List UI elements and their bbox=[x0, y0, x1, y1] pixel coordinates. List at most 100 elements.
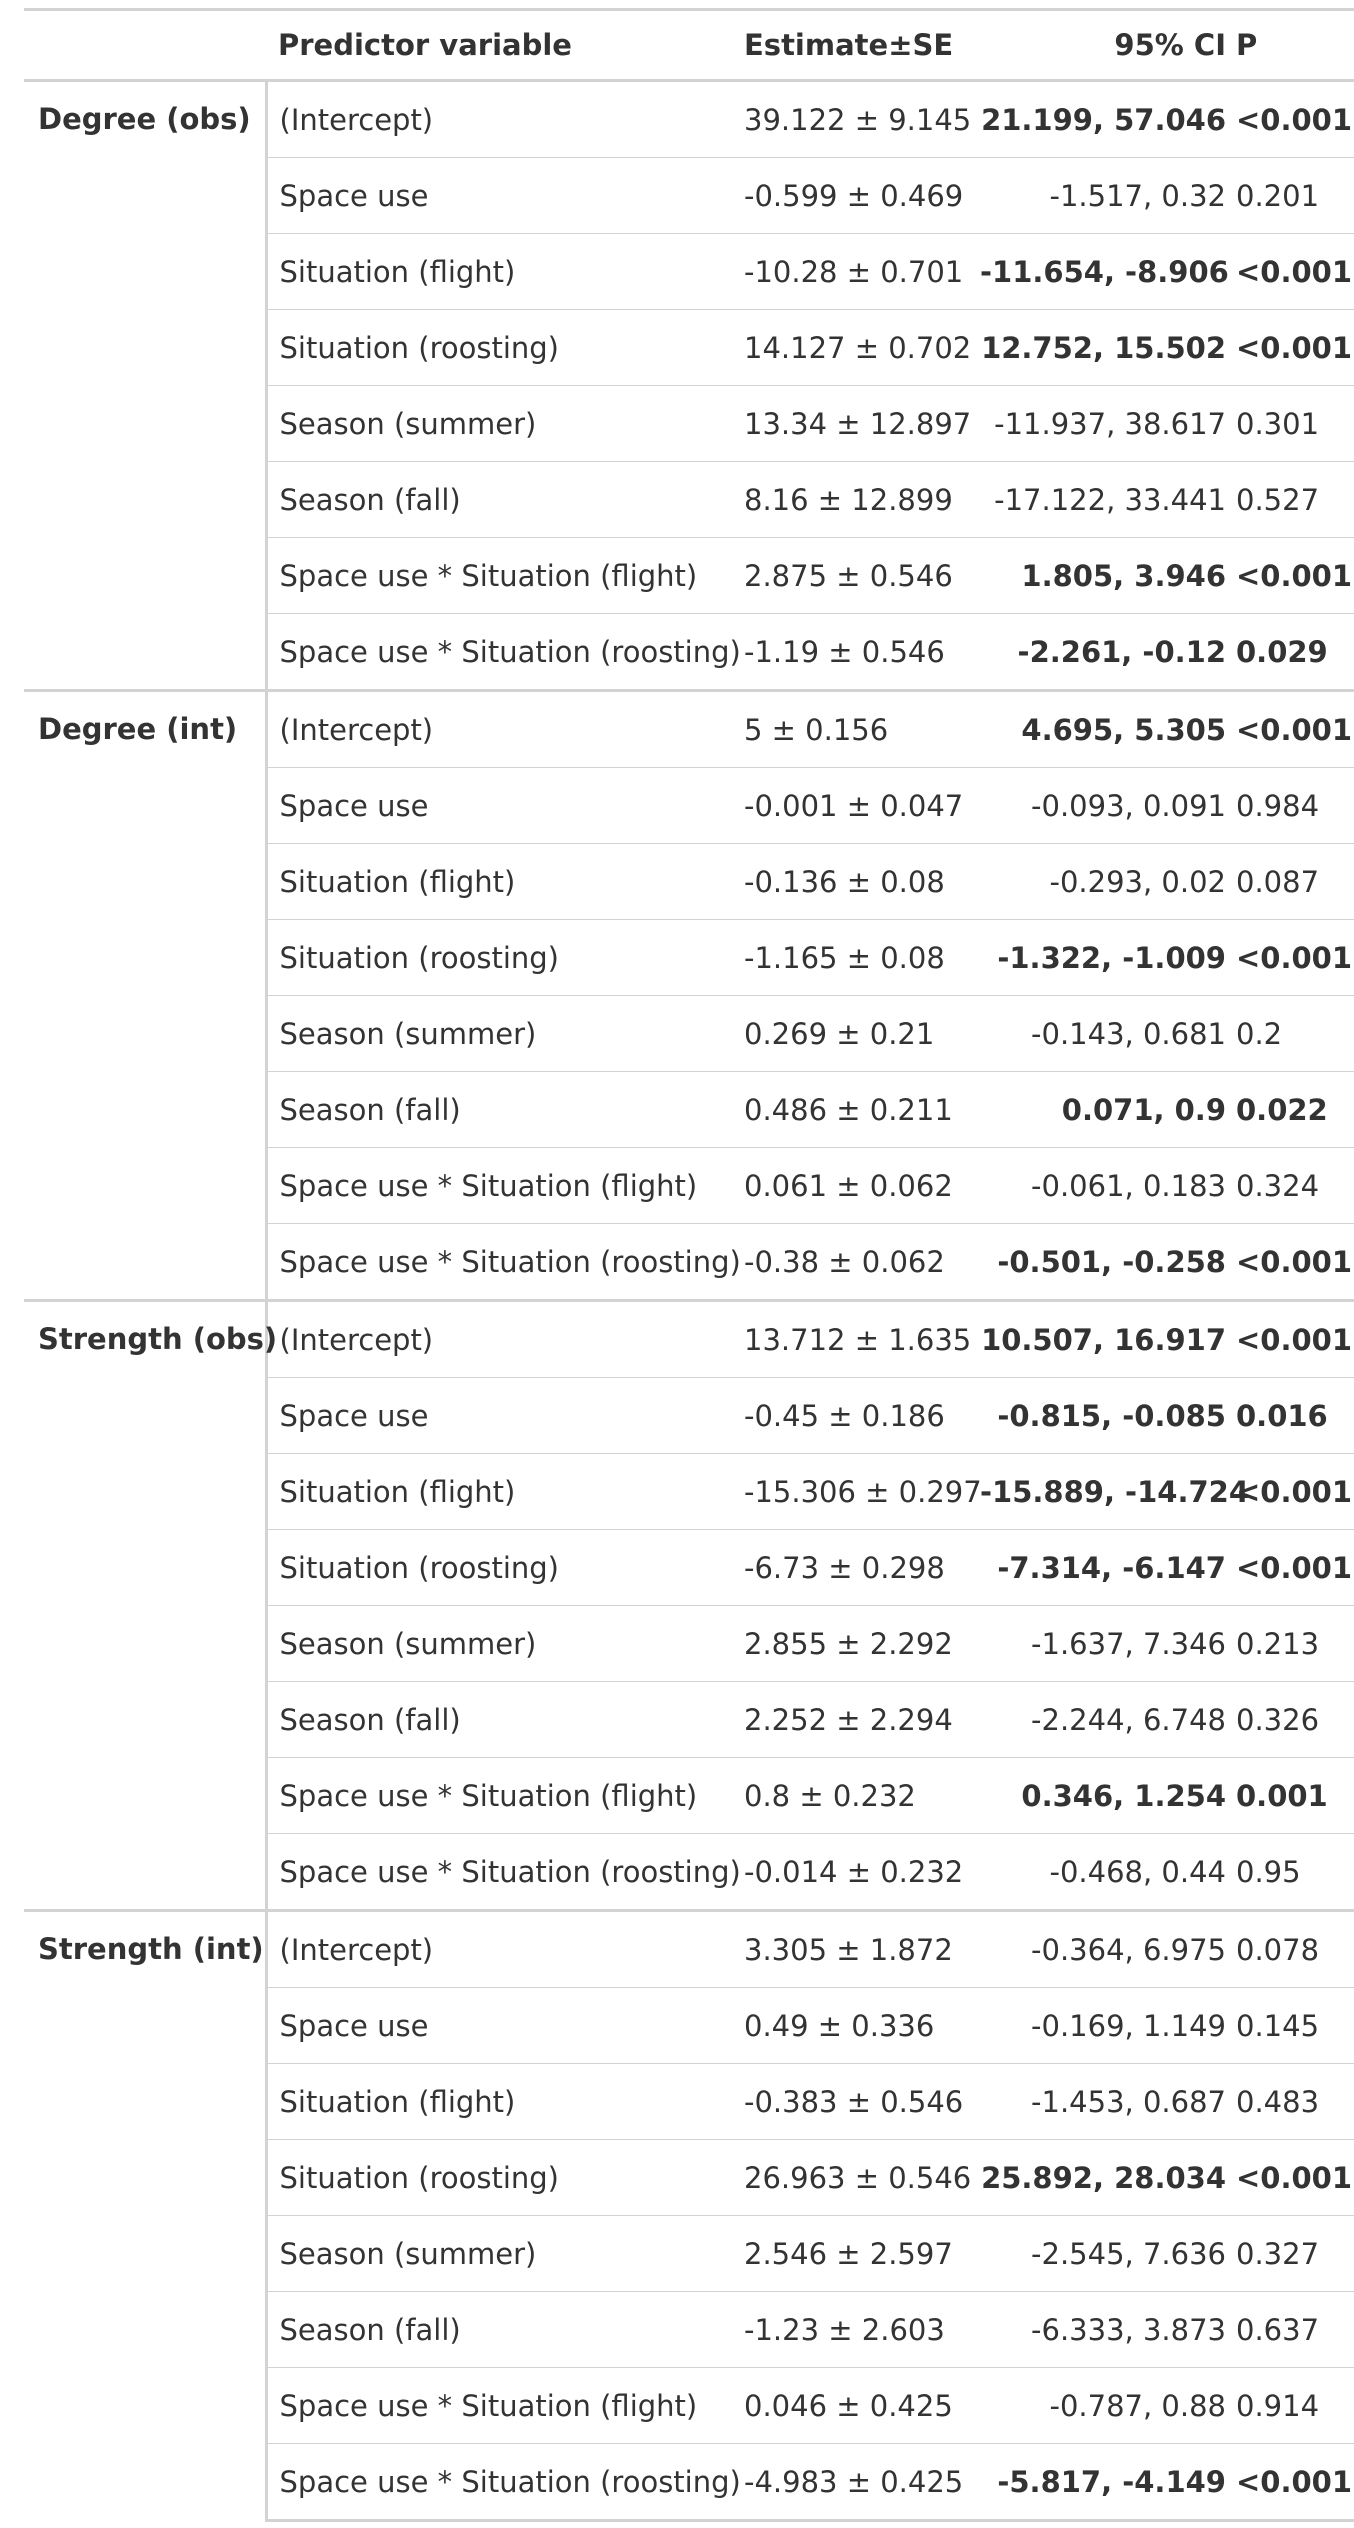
p-value-cell: 0.087 bbox=[1232, 843, 1354, 920]
table-row: Situation (flight) -10.28 ± 0.701 -11.654,… bbox=[24, 233, 1354, 310]
predictor-cell: Situation (roosting) bbox=[266, 309, 732, 386]
header-estimate-se: Estimate±SE bbox=[744, 28, 954, 62]
table-row: Situation (flight) -0.383 ± 0.546 -1.453, … bbox=[24, 2063, 1354, 2140]
p-value-cell: <0.001 bbox=[1232, 309, 1354, 386]
header-group bbox=[24, 10, 266, 81]
ci-cell: -11.937, 38.617 bbox=[968, 385, 1232, 462]
p-value-cell: 0.637 bbox=[1232, 2291, 1354, 2368]
table-row: Situation (roosting) 14.127 ± 0.702 12.752… bbox=[24, 309, 1354, 386]
p-value-cell: 0.016 bbox=[1232, 1377, 1354, 1454]
p-value-cell: 0.95 bbox=[1232, 1833, 1354, 1911]
table-row: Season (fall) 0.486 ± 0.211 0.071, 0.9 0.02… bbox=[24, 1071, 1354, 1148]
table-row: Space use * Situation (roosting) -0.014 ±… bbox=[24, 1833, 1354, 1911]
ci-cell: 12.752, 15.502 bbox=[968, 309, 1232, 386]
predictor-cell: Season (fall) bbox=[266, 1071, 732, 1148]
predictor-cell: (Intercept) bbox=[266, 1299, 732, 1378]
p-value-cell: <0.001 bbox=[1232, 537, 1354, 614]
table-row: Space use * Situation (roosting) -1.19 ± … bbox=[24, 613, 1354, 691]
ci-cell: -0.815, -0.085 bbox=[968, 1377, 1232, 1454]
predictor-cell: Situation (roosting) bbox=[266, 1529, 732, 1606]
estimate-cell: 13.34 ± 12.897 bbox=[732, 385, 971, 462]
ci-cell: -1.517, 0.32 bbox=[968, 157, 1232, 234]
table-row: Strength (obs) (Intercept) 13.712 ± 1.635 1… bbox=[24, 1299, 1354, 1911]
estimate-cell: 3.305 ± 1.872 bbox=[732, 1909, 968, 1988]
estimate-cell: -0.014 ± 0.232 bbox=[732, 1833, 968, 1911]
p-value-cell: 0.078 bbox=[1232, 1909, 1354, 1988]
ci-cell: 0.346, 1.254 bbox=[968, 1757, 1232, 1834]
table-row: Space use -0.599 ± 0.469 -1.517, 0.32 0.201 bbox=[24, 157, 1354, 234]
estimate-cell: -1.165 ± 0.08 bbox=[732, 919, 968, 996]
predictor-cell: Season (summer) bbox=[266, 995, 732, 1072]
p-value-cell: <0.001 bbox=[1232, 1299, 1354, 1378]
estimate-cell: -0.383 ± 0.546 bbox=[732, 2063, 968, 2140]
table-row: Space use -0.45 ± 0.186 -0.815, -0.085 0.01… bbox=[24, 1377, 1354, 1454]
predictor-cell: Space use * Situation (flight) bbox=[266, 1147, 732, 1224]
ci-cell: 1.805, 3.946 bbox=[968, 537, 1232, 614]
ci-cell: -0.143, 0.681 bbox=[968, 995, 1232, 1072]
predictor-cell: Space use * Situation (roosting) bbox=[266, 1223, 741, 1301]
header-p-value: P bbox=[1236, 28, 1258, 62]
group-label: Degree (int) bbox=[24, 689, 268, 1301]
table-header: Predictor variable Estimate±SE 95% CI P bbox=[24, 9, 1354, 81]
predictor-cell: Situation (flight) bbox=[266, 2063, 732, 2140]
estimate-cell: -0.38 ± 0.062 bbox=[732, 1223, 968, 1301]
table-body: Degree (obs) (Intercept) 39.122 ± 9.145 21.… bbox=[24, 80, 1354, 2522]
p-value-cell: 0.201 bbox=[1232, 157, 1354, 234]
predictor-cell: Space use * Situation (flight) bbox=[266, 537, 732, 614]
estimate-cell: -15.306 ± 0.297 bbox=[732, 1453, 982, 1530]
ci-cell: -0.169, 1.149 bbox=[968, 1987, 1232, 2064]
predictor-cell: Space use * Situation (roosting) bbox=[266, 2443, 741, 2522]
estimate-cell: 2.546 ± 2.597 bbox=[732, 2215, 968, 2292]
p-value-cell: 0.914 bbox=[1232, 2367, 1354, 2444]
ci-cell: -1.453, 0.687 bbox=[968, 2063, 1232, 2140]
p-value-cell: <0.001 bbox=[1232, 233, 1354, 310]
p-value-cell: 0.326 bbox=[1232, 1681, 1354, 1758]
ci-cell: -15.889, -14.724 bbox=[968, 1453, 1249, 1530]
p-value-cell: 0.327 bbox=[1232, 2215, 1354, 2292]
predictor-cell: Space use * Situation (roosting) bbox=[266, 613, 741, 691]
estimate-cell: 0.49 ± 0.336 bbox=[732, 1987, 968, 2064]
estimate-cell: -6.73 ± 0.298 bbox=[732, 1529, 968, 1606]
table-row: Situation (roosting) -6.73 ± 0.298 -7.314,… bbox=[24, 1529, 1354, 1606]
predictor-cell: Space use bbox=[266, 1987, 732, 2064]
table-row: Degree (obs) (Intercept) 39.122 ± 9.145 21.… bbox=[24, 80, 1354, 691]
estimate-cell: 0.046 ± 0.425 bbox=[732, 2367, 968, 2444]
table-row: Space use * Situation (flight) 0.061 ± 0.… bbox=[24, 1147, 1354, 1224]
p-value-cell: 0.029 bbox=[1232, 613, 1354, 691]
estimate-cell: -0.45 ± 0.186 bbox=[732, 1377, 968, 1454]
table-row: Situation (roosting) 26.963 ± 0.546 25.892… bbox=[24, 2139, 1354, 2216]
ci-cell: -0.061, 0.183 bbox=[968, 1147, 1232, 1224]
table-row: Space use * Situation (flight) 0.8 ± 0.23… bbox=[24, 1757, 1354, 1834]
ci-cell: -0.093, 0.091 bbox=[968, 767, 1232, 844]
ci-cell: -2.244, 6.748 bbox=[968, 1681, 1232, 1758]
estimate-cell: 2.875 ± 0.546 bbox=[732, 537, 968, 614]
table-row: Situation (roosting) -1.165 ± 0.08 -1.322,… bbox=[24, 919, 1354, 996]
table-row: Degree (int) (Intercept) 5 ± 0.156 4.695, 5… bbox=[24, 689, 1354, 1301]
predictor-cell: Situation (flight) bbox=[266, 1453, 732, 1530]
estimate-cell: -1.23 ± 2.603 bbox=[732, 2291, 968, 2368]
estimate-cell: 14.127 ± 0.702 bbox=[732, 309, 971, 386]
p-value-cell: <0.001 bbox=[1232, 689, 1354, 768]
p-value-cell: <0.001 bbox=[1232, 1453, 1354, 1530]
predictor-cell: Season (fall) bbox=[266, 1681, 732, 1758]
ci-cell: -0.293, 0.02 bbox=[968, 843, 1232, 920]
table-row: Situation (flight) -0.136 ± 0.08 -0.293, 0… bbox=[24, 843, 1354, 920]
table-row: Space use -0.001 ± 0.047 -0.093, 0.091 0.98… bbox=[24, 767, 1354, 844]
table-row: Season (summer) 2.855 ± 2.292 -1.637, 7.34… bbox=[24, 1605, 1354, 1682]
ci-cell: -1.637, 7.346 bbox=[968, 1605, 1232, 1682]
estimate-cell: 0.269 ± 0.21 bbox=[732, 995, 968, 1072]
p-value-cell: 0.483 bbox=[1232, 2063, 1354, 2140]
predictor-cell: Season (summer) bbox=[266, 2215, 732, 2292]
table-row: Season (fall) -1.23 ± 2.603 -6.333, 3.873 0… bbox=[24, 2291, 1354, 2368]
header-row: Predictor variable Estimate±SE 95% CI P bbox=[24, 9, 1354, 81]
estimate-cell: 8.16 ± 12.899 bbox=[732, 461, 968, 538]
ci-cell: 0.071, 0.9 bbox=[968, 1071, 1232, 1148]
estimate-cell: 26.963 ± 0.546 bbox=[732, 2139, 971, 2216]
p-value-cell: 0.145 bbox=[1232, 1987, 1354, 2064]
predictor-cell: Season (summer) bbox=[266, 1605, 732, 1682]
predictor-cell: Season (fall) bbox=[266, 461, 732, 538]
estimate-cell: -4.983 ± 0.425 bbox=[732, 2443, 968, 2522]
p-value-cell: 0.301 bbox=[1232, 385, 1354, 462]
p-value-cell: 0.213 bbox=[1232, 1605, 1354, 1682]
